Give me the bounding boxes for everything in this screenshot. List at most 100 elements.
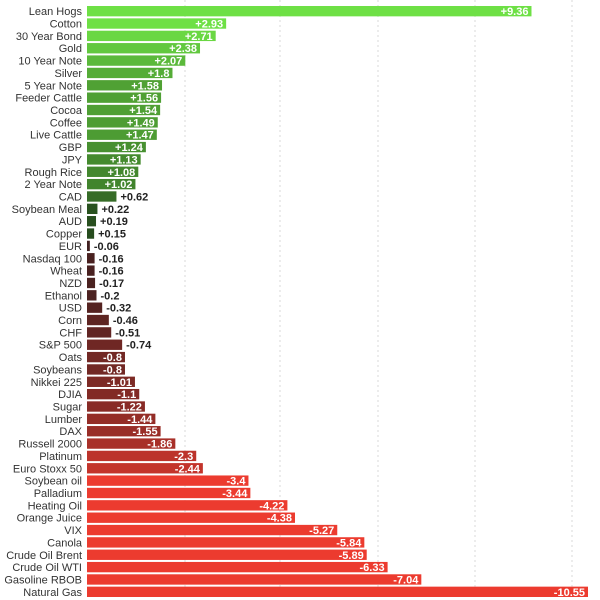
value-label: +0.62	[120, 191, 148, 203]
value-label: +1.56	[130, 93, 158, 105]
category-label: Euro Stoxx 50	[13, 463, 82, 475]
value-label: -4.22	[259, 500, 284, 512]
bar-gbp	[87, 141, 146, 153]
bar-platinum	[87, 450, 197, 462]
category-label: 30 Year Bond	[16, 31, 82, 43]
bar-eur	[87, 240, 90, 252]
bar-soybeans	[87, 364, 125, 375]
bar-natural-gas	[87, 586, 588, 597]
value-label: -0.46	[113, 315, 138, 327]
bar-djia	[87, 388, 140, 400]
value-label: +1.02	[105, 179, 133, 191]
value-label: -3.4	[226, 476, 246, 488]
value-label: +1.13	[110, 154, 138, 166]
bar-lean-hogs	[87, 6, 532, 17]
bar-s-p-500	[87, 339, 123, 350]
bar-rough-rice	[87, 166, 139, 177]
value-label: -0.51	[115, 327, 140, 339]
value-label: -6.33	[360, 562, 385, 574]
bar-nikkei-225	[87, 376, 135, 387]
bar-gasoline-rbob	[87, 574, 422, 585]
bar-soybean-oil	[87, 475, 249, 486]
value-label: +1.47	[126, 130, 154, 142]
value-label: -10.55	[554, 587, 585, 599]
bar-2-year-note	[87, 178, 136, 190]
value-label: -0.2	[100, 290, 119, 302]
category-label: CHF	[59, 327, 82, 339]
category-label: Platinum	[39, 451, 82, 463]
category-label: Rough Rice	[25, 167, 82, 179]
value-label: -5.27	[309, 525, 334, 537]
bar-heating-oil	[87, 500, 288, 511]
bar-cotton	[87, 18, 227, 29]
bar-canola	[87, 537, 365, 548]
category-label: Canola	[47, 537, 83, 549]
bar-usd	[87, 302, 103, 313]
category-label: Sugar	[53, 402, 83, 414]
value-label: -2.3	[174, 451, 193, 463]
category-label: DJIA	[58, 389, 83, 401]
bar-copper	[87, 228, 95, 239]
value-label: -0.32	[106, 303, 131, 315]
bar-silver	[87, 67, 173, 79]
value-label: -0.17	[99, 278, 124, 290]
bar-sugar	[87, 401, 145, 412]
value-label: +1.58	[131, 80, 159, 92]
category-label: GBP	[59, 142, 82, 154]
category-label: Silver	[54, 68, 82, 80]
category-label: Heating Oil	[28, 500, 82, 512]
bar-gold	[87, 43, 201, 54]
value-label: -1.44	[127, 414, 153, 426]
bar-crude-oil-brent	[87, 549, 367, 560]
value-label: -3.44	[222, 488, 248, 500]
value-label: +1.49	[127, 117, 155, 129]
category-label: Coffee	[50, 117, 82, 129]
category-label: 2 Year Note	[25, 179, 83, 191]
value-label: +2.38	[169, 43, 197, 55]
category-label: Ethanol	[45, 290, 82, 302]
value-label: -0.8	[103, 364, 122, 376]
category-label: AUD	[59, 216, 82, 228]
bar-nzd	[87, 277, 96, 289]
category-label: Soybean oil	[25, 476, 83, 488]
value-label: +0.19	[100, 216, 128, 228]
bar-crude-oil-wti	[87, 561, 388, 573]
bar-orange-juice	[87, 512, 295, 523]
category-label: Orange Juice	[17, 513, 82, 525]
category-label: NZD	[59, 278, 82, 290]
bars	[87, 6, 588, 597]
category-label: Cotton	[50, 19, 82, 31]
category-label: Crude Oil Brent	[6, 550, 82, 562]
category-label: Soybean Meal	[12, 204, 82, 216]
bar-soybean-meal	[87, 203, 98, 215]
category-label: 5 Year Note	[25, 80, 83, 92]
bar-corn	[87, 314, 109, 326]
category-label: DAX	[59, 426, 82, 438]
category-label: Nikkei 225	[31, 377, 82, 389]
value-label: +2.93	[195, 19, 223, 31]
value-label: -0.8	[103, 352, 122, 364]
category-label: Palladium	[34, 488, 82, 500]
category-label: Wheat	[50, 266, 82, 278]
bar-nasdaq-100	[87, 253, 95, 264]
value-label: -0.74	[126, 340, 152, 352]
category-label: Live Cattle	[30, 130, 82, 142]
value-label: -0.06	[94, 241, 119, 253]
category-label: Gasoline RBOB	[4, 574, 82, 586]
value-label: -7.04	[393, 574, 419, 586]
category-label: CAD	[59, 191, 82, 203]
category-label: Feeder Cattle	[15, 93, 82, 105]
value-label: +0.15	[98, 229, 126, 241]
category-label: Nasdaq 100	[23, 253, 82, 265]
category-label: Lumber	[45, 414, 83, 426]
value-label: -5.84	[336, 537, 362, 549]
value-label: -5.89	[339, 550, 364, 562]
bar-russell-2000	[87, 438, 176, 449]
bar-euro-stoxx-50	[87, 463, 203, 474]
bar-feeder-cattle	[87, 92, 162, 103]
bar-oats	[87, 351, 125, 363]
value-label: +1.8	[148, 68, 170, 80]
category-label: Oats	[59, 352, 83, 364]
